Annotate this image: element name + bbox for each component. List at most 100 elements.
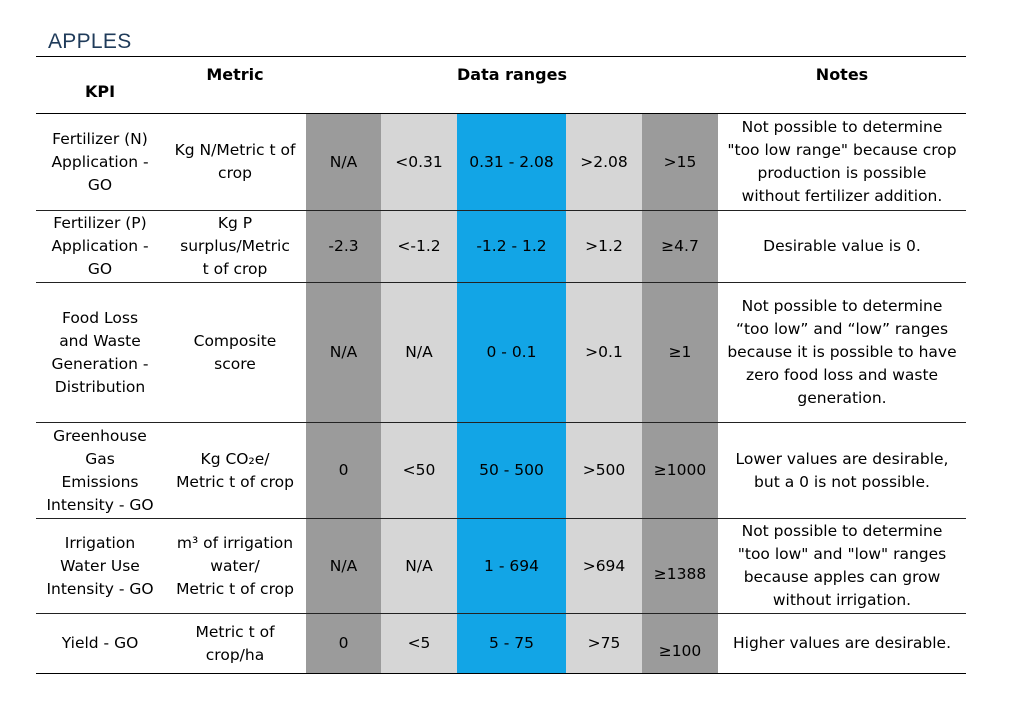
range-high-value: >0.1	[585, 343, 623, 361]
notes-cell: Not possible to determine "too low range"…	[718, 114, 966, 211]
range-low-value: <50	[402, 461, 436, 479]
range-too-low-value: 0	[338, 634, 349, 652]
table-row: Yield - GO Metric t of crop/ha 0 <5 5 - 75 >75…	[36, 613, 966, 674]
metric-header: Metric	[164, 56, 306, 114]
kpi-line: Intensity - GO	[46, 495, 154, 514]
metric-line: score	[214, 354, 256, 373]
range-too-high-cell: ≥1	[642, 282, 718, 423]
range-high-value: >1.2	[585, 237, 623, 255]
range-too-high-cell: ≥4.7	[642, 210, 718, 283]
kpi-line: Generation -	[51, 354, 149, 373]
metric-line: crop/ha	[205, 645, 265, 664]
range-desirable-value: 0.31 - 2.08	[469, 152, 554, 171]
notes-cell: Higher values are desirable.	[718, 614, 966, 674]
range-too-low-value: N/A	[329, 152, 358, 171]
kpi-cell: Yield - GO	[36, 614, 164, 674]
notes-line: Not possible to determine	[741, 297, 943, 315]
header-row: KPI Metric Data ranges Notes	[36, 56, 966, 114]
range-low-cell: <-1.2	[381, 210, 457, 283]
range-low-value: N/A	[405, 343, 433, 361]
range-too-low-value: 0	[338, 461, 349, 479]
range-desirable-value: 5 - 75	[488, 634, 535, 652]
range-too-low-value: N/A	[329, 343, 358, 361]
kpi-line: Fertilizer (P)	[53, 214, 147, 232]
range-desirable-cell: 5 - 75	[457, 613, 566, 674]
range-too-low-value: -2.3	[328, 237, 359, 255]
notes-line: without irrigation.	[772, 591, 912, 609]
kpi-cell: Irrigation Water Use Intensity - GO	[36, 519, 164, 614]
notes-header: Notes	[718, 56, 966, 114]
notes-line: Not possible to determine	[741, 118, 943, 136]
kpi-cell: Greenhouse Gas Emissions Intensity - GO	[36, 423, 164, 519]
kpi-line: Food Loss	[61, 308, 139, 327]
range-too-low-cell: N/A	[306, 113, 381, 211]
range-low-cell: N/A	[381, 282, 457, 423]
range-high-value: >2.08	[580, 152, 628, 171]
range-too-high-cell: ≥1000	[642, 422, 718, 519]
kpi-line: Distribution	[54, 377, 146, 396]
range-too-high-value: ≥100	[658, 642, 702, 660]
kpi-line: GO	[87, 175, 113, 194]
range-too-low-cell: 0	[306, 422, 381, 519]
kpi-cell: Fertilizer (N) Application - GO	[36, 114, 164, 211]
range-low-cell: <0.31	[381, 113, 457, 211]
metric-line: Metric t of crop	[176, 579, 294, 598]
notes-cell: Desirable value is 0.	[718, 211, 966, 283]
range-desirable-value: 0 - 0.1	[486, 343, 537, 361]
range-low-value: <-1.2	[397, 237, 441, 255]
metric-cell: Metric t of crop/ha	[164, 614, 306, 674]
metric-line: Kg N/Metric t of	[174, 141, 296, 159]
range-too-low-value: N/A	[329, 556, 358, 575]
range-too-low-cell: -2.3	[306, 210, 381, 283]
metric-line: m³ of irrigation	[176, 533, 294, 552]
notes-line: without fertilizer addition.	[741, 187, 943, 205]
table-row: Fertilizer (P) Application - GO Kg P surplus…	[36, 210, 966, 283]
range-too-high-cell: ≥100	[642, 613, 718, 674]
range-low-cell: <50	[381, 422, 457, 519]
notes-cell: Not possible to determine “too low” and “…	[718, 283, 966, 423]
range-desirable-value: 1 - 694	[484, 556, 539, 575]
range-desirable-cell: 0 - 0.1	[457, 282, 566, 423]
notes-line: because it is possible to have	[727, 343, 957, 361]
kpi-line: Irrigation	[64, 533, 136, 552]
data-ranges-header: Data ranges	[306, 56, 718, 114]
kpi-line: and Waste	[59, 331, 141, 350]
range-high-value: >75	[587, 634, 621, 652]
metric-line: Metric t of	[195, 622, 275, 641]
range-too-high-cell: ≥1388	[642, 518, 718, 614]
range-too-low-cell: 0	[306, 613, 381, 674]
metric-cell: Kg N/Metric t of crop	[164, 114, 306, 211]
range-high-cell: >1.2	[566, 210, 642, 283]
range-high-value: >500	[582, 461, 626, 479]
notes-cell: Lower values are desirable, but a 0 is no…	[718, 423, 966, 519]
range-too-high-value: ≥1	[668, 343, 692, 361]
range-too-low-cell: N/A	[306, 282, 381, 423]
metric-line: surplus/Metric	[180, 237, 290, 255]
kpi-line: Fertilizer (N)	[52, 129, 148, 148]
range-too-high-cell: >15	[642, 113, 718, 211]
notes-line: "too low range" because crop	[727, 141, 957, 159]
table-row: Irrigation Water Use Intensity - GO m³ of i…	[36, 518, 966, 614]
range-desirable-cell: 0.31 - 2.08	[457, 113, 566, 211]
kpi-line: GO	[87, 260, 113, 278]
range-low-value: N/A	[405, 556, 433, 575]
notes-line: Not possible to determine	[741, 522, 943, 540]
table-row: Food Loss and Waste Generation - Distributi…	[36, 282, 966, 423]
range-desirable-value: -1.2 - 1.2	[476, 237, 547, 255]
range-high-value: >694	[582, 556, 626, 575]
kpi-header: KPI	[36, 56, 164, 114]
notes-line: Higher values are desirable.	[732, 634, 952, 652]
range-high-cell: >500	[566, 422, 642, 519]
metric-line: Metric t of crop	[176, 472, 294, 491]
metric-cell: m³ of irrigation water/Metric t of crop	[164, 519, 306, 614]
page-title: APPLES	[48, 30, 132, 53]
kpi-cell: Fertilizer (P) Application - GO	[36, 211, 164, 283]
metric-line: t of crop	[202, 260, 268, 278]
range-desirable-value: 50 - 500	[479, 461, 544, 479]
range-high-cell: >75	[566, 613, 642, 674]
range-high-cell: >0.1	[566, 282, 642, 423]
metric-line: crop	[218, 164, 252, 182]
kpi-line: Application -	[51, 237, 149, 255]
metric-cell: Composite score	[164, 283, 306, 423]
notes-line: Desirable value is 0.	[763, 237, 921, 255]
